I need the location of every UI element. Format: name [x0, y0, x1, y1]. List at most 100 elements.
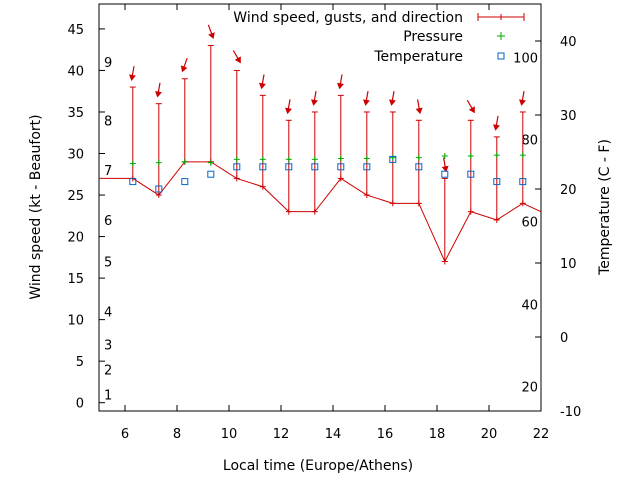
y-tick-label-left: 10: [67, 314, 84, 329]
fahrenheit-label: 60: [521, 216, 538, 231]
wind-arrow-head: [468, 106, 475, 114]
beaufort-label: 8: [104, 114, 112, 129]
y-tick-label-right: 20: [560, 183, 577, 198]
temperature-point: [285, 163, 293, 171]
legend-label-pressure: Pressure: [403, 29, 463, 45]
y-tick-label-left: 5: [76, 355, 84, 370]
wind-arrow: [441, 157, 449, 173]
temperature-point: [415, 163, 423, 171]
fahrenheit-label: 20: [521, 381, 538, 396]
legend-swatch-wind: [477, 13, 525, 21]
legend-label-temperature: Temperature: [373, 49, 463, 65]
beaufort-label: 5: [104, 255, 112, 270]
x-tick-label: 12: [273, 427, 290, 442]
temperature-point: [181, 178, 189, 186]
temperature-point: [155, 185, 163, 193]
beaufort-label: 3: [104, 339, 112, 354]
legend-label-wind: Wind speed, gusts, and direction: [233, 10, 463, 26]
y-tick-label-left: 0: [76, 397, 84, 412]
temperature-point: [259, 163, 267, 171]
wind-arrow: [207, 24, 215, 40]
y-tick-label-right: 10: [560, 257, 577, 272]
y-axis-label-left: Wind speed (kt - Beaufort): [28, 114, 44, 299]
y-tick-label-left: 45: [67, 23, 84, 38]
wind-arrow: [285, 99, 292, 115]
wind-arrow: [519, 90, 526, 106]
wind-arrow: [232, 50, 241, 64]
temperature-series: [129, 155, 527, 193]
y-tick-label-left: 40: [67, 64, 84, 79]
wind-direction-arrows: [129, 24, 526, 173]
wind-arrow: [311, 90, 318, 106]
fahrenheit-label: 80: [521, 133, 538, 148]
wind-arrow: [363, 90, 370, 106]
wind-arrow-head: [208, 32, 215, 40]
wind-arrow-head: [337, 82, 344, 90]
beaufort-label: 1: [104, 388, 112, 403]
y-tick-label-right: -10: [560, 405, 581, 420]
beaufort-label: 7: [104, 164, 112, 179]
wind-arrow-head: [441, 165, 449, 173]
fahrenheit-scale-labels: 20 40 60 80 100: [513, 51, 538, 395]
x-tick-label: 10: [221, 427, 238, 442]
plot-frame: [98, 3, 542, 412]
wind-arrow-head: [415, 107, 423, 115]
wind-arrow: [389, 90, 396, 106]
y-tick-label-right: 40: [560, 35, 577, 50]
wind-arrow-head: [180, 65, 188, 73]
wind-speed-line: [99, 161, 542, 263]
y-tick-label-left: 30: [67, 148, 84, 163]
wind-arrow: [129, 66, 136, 81]
axis-ticks: 6 8 10 12 14 16 18 20 22051015202530354045-10010…: [67, 4, 581, 442]
y-tick-label-right: 0: [560, 331, 568, 346]
wind-arrow: [180, 57, 188, 73]
y-tick-label-left: 35: [67, 106, 84, 121]
wind-arrow-head: [519, 99, 526, 106]
x-tick-label: 6: [121, 427, 129, 442]
beaufort-label: 6: [104, 214, 112, 229]
wind-arrow: [259, 74, 266, 90]
temperature-point: [233, 163, 241, 171]
fahrenheit-label: 40: [521, 298, 538, 313]
y-tick-label-right: 30: [560, 109, 577, 124]
y-tick-label-left: 20: [67, 231, 84, 246]
temperature-point: [129, 178, 137, 186]
temperature-point: [363, 163, 371, 171]
temperature-point: [493, 178, 501, 186]
wind-arrow-head: [363, 99, 370, 106]
temperature-point: [337, 163, 345, 171]
wind-arrow-head: [155, 91, 162, 98]
wind-arrow-head: [493, 124, 500, 131]
y-tick-label-left: 25: [67, 189, 84, 204]
temperature-point: [519, 178, 527, 186]
wind-arrow-head: [389, 99, 396, 106]
x-tick-label: 16: [377, 427, 394, 442]
beaufort-label: 2: [104, 363, 112, 378]
wind-series: [99, 45, 542, 265]
fahrenheit-label: 100: [513, 51, 538, 66]
y-tick-label-left: 15: [67, 272, 84, 287]
wind-arrow-head: [311, 99, 318, 106]
y-axis-label-right: Temperature (C - F): [597, 139, 613, 276]
x-tick-label: 8: [173, 427, 181, 442]
wind-arrow: [155, 82, 162, 98]
legend: Wind speed, gusts, and direction Pressur…: [233, 10, 525, 65]
wind-arrow-head: [234, 56, 241, 64]
legend-swatch-temperature: [497, 52, 505, 60]
temperature-point: [311, 163, 319, 171]
x-axis-label: Local time (Europe/Athens): [223, 458, 413, 474]
wind-arrow: [415, 99, 423, 115]
wind-arrow-head: [259, 82, 266, 90]
beaufort-label: 9: [104, 56, 112, 71]
legend-swatch-pressure: [497, 32, 505, 40]
temperature-point: [467, 170, 475, 178]
temperature-point: [207, 170, 215, 178]
wind-arrow: [466, 99, 475, 114]
wind-arrow-head: [129, 74, 136, 81]
x-tick-label: 18: [429, 427, 446, 442]
wind-arrow-head: [285, 107, 292, 115]
x-tick-label: 22: [533, 427, 550, 442]
pressure-series: [129, 152, 526, 167]
beaufort-label: 4: [104, 305, 112, 320]
